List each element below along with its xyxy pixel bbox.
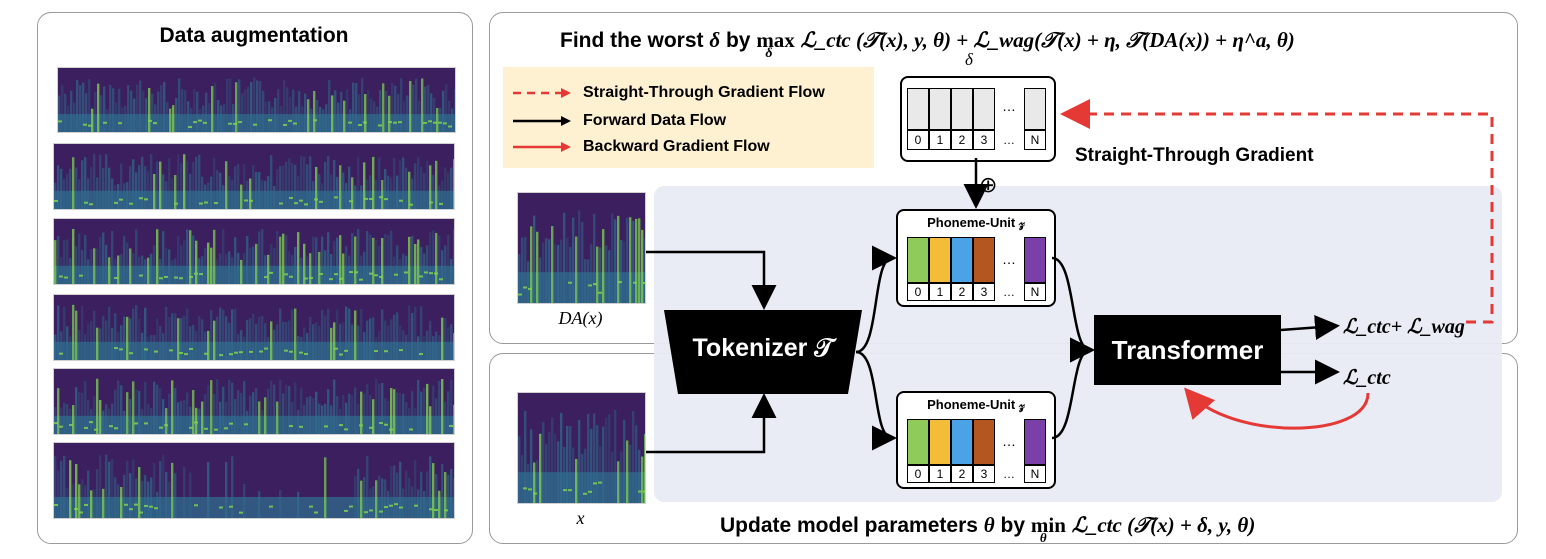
- legend-black-line: [513, 116, 571, 126]
- bottom-formula-theta: θ: [983, 513, 995, 537]
- phoneme-bottom-title: Phoneme-Unit 𝓏: [927, 397, 1025, 412]
- top-formula-prefix: Find the worst: [560, 29, 704, 52]
- x-input-label: x: [576, 508, 585, 528]
- delta-index-dots: …: [1003, 133, 1015, 147]
- phoneme-bottom-index-2: 2: [958, 467, 966, 481]
- phoneme-top-index-3: 3: [980, 285, 988, 299]
- phoneme-top-index-n: N: [1030, 285, 1040, 299]
- legend-label-forward: Forward Data Flow: [583, 112, 727, 129]
- legend-label-straight-through: Straight-Through Gradient Flow: [583, 84, 825, 101]
- legend: Straight-Through Gradient Flow Forward D…: [503, 67, 874, 168]
- spectrogram-da-input: [517, 192, 646, 304]
- bottom-formula-min-sub: θ: [1039, 530, 1047, 545]
- phoneme-bottom-index-dots: …: [1003, 467, 1015, 481]
- top-formula: Find the worst δ by max δ ℒ_ctc (𝒯(x), y…: [560, 28, 1295, 61]
- straight-through-gradient-label: Straight-Through Gradient: [1075, 145, 1314, 166]
- delta-index-n: N: [1030, 133, 1040, 147]
- arrow-tokenizer-to-phoneme-bottom: [855, 350, 897, 451]
- bottom-formula: Update model parameters θ by min θ ℒ_ctc…: [720, 513, 1256, 545]
- arrow-backward-gradient: [1184, 387, 1370, 430]
- left-panel-title: Data augmentation: [159, 24, 349, 47]
- loss-top-label: ℒ_ctc+ ℒ_wag: [1343, 316, 1465, 338]
- delta-cell-dots: …: [1002, 98, 1016, 114]
- transformer-box: Transformer: [1094, 315, 1281, 385]
- delta-index-1: 1: [936, 133, 944, 147]
- arrow-x-to-tokenizer: [646, 393, 777, 454]
- delta-index-3: 3: [980, 133, 988, 147]
- tokenizer-label: Tokenizer 𝒯: [692, 334, 834, 362]
- legend-red-line: [513, 142, 571, 152]
- phoneme-top-cell-dots: …: [1002, 251, 1016, 267]
- phoneme-bottom-index-1: 1: [936, 467, 944, 481]
- phoneme-top-index-0: 0: [914, 285, 922, 299]
- arrow-phoneme-top-to-transformer: [1051, 256, 1095, 363]
- spectrogram-aug-4: [53, 294, 455, 361]
- spectrogram-aug-5: [53, 368, 455, 435]
- top-formula-max-sub: δ: [765, 46, 773, 61]
- delta-vector-label: δ: [965, 50, 973, 69]
- phoneme-unit-bottom: Phoneme-Unit 𝓏 0 1 2 3 … N …: [896, 391, 1056, 489]
- delta-index-2: 2: [958, 133, 966, 147]
- arrow-straight-through-gradient: [1060, 99, 1494, 324]
- bottom-formula-by: by: [1000, 514, 1026, 537]
- phoneme-top-title: Phoneme-Unit 𝓏: [927, 215, 1025, 230]
- loss-bottom-label: ℒ_ctc: [1343, 367, 1391, 389]
- top-formula-by: by: [725, 29, 751, 52]
- phoneme-top-index-dots: …: [1003, 285, 1015, 299]
- delta-index-0: 0: [914, 133, 922, 147]
- phoneme-bottom-index-n: N: [1030, 467, 1040, 481]
- top-formula-delta: δ: [709, 28, 721, 52]
- phoneme-bottom-index-0: 0: [914, 467, 922, 481]
- legend-label-backward: Backward Gradient Flow: [583, 138, 770, 155]
- phoneme-bottom-cell-dots: …: [1002, 433, 1016, 449]
- legend-dashed-red-line: [513, 88, 571, 98]
- bottom-formula-prefix: Update model parameters: [720, 514, 978, 537]
- spectrogram-aug-2: [53, 143, 455, 210]
- bottom-formula-min: min: [1030, 513, 1066, 537]
- arrow-tokenizer-to-phoneme-top: [855, 245, 897, 354]
- spectrogram-aug-6: [53, 442, 455, 519]
- bottom-formula-expression: ℒ_ctc (𝒯(x) + δ, y, θ): [1071, 513, 1256, 537]
- phoneme-unit-top: Phoneme-Unit 𝓏 0 1 2 3 … N …: [896, 209, 1056, 307]
- phoneme-top-index-1: 1: [936, 285, 944, 299]
- tokenizer-shape: [664, 310, 862, 394]
- arrow-phoneme-bottom-to-transformer: [1051, 337, 1095, 440]
- da-input-label: DA(x): [558, 308, 603, 328]
- arrow-da-to-tokenizer: [646, 250, 777, 310]
- top-formula-expression: ℒ_ctc (𝒯(x), y, θ) + ℒ_wag(𝒯(x) + η, 𝒯(D…: [800, 28, 1295, 52]
- spectrogram-aug-3: [53, 218, 455, 285]
- phoneme-top-index-2: 2: [958, 285, 966, 299]
- top-formula-max: max: [756, 28, 795, 52]
- delta-vector-box: 0 1 2 3 … N …: [900, 76, 1056, 162]
- arrow-transformer-to-loss-top: [1280, 315, 1340, 340]
- left-panel: [37, 12, 473, 544]
- phoneme-bottom-index-3: 3: [980, 467, 988, 481]
- spectrogram-x-input: [517, 392, 646, 504]
- spectrogram-aug-1: [57, 67, 456, 133]
